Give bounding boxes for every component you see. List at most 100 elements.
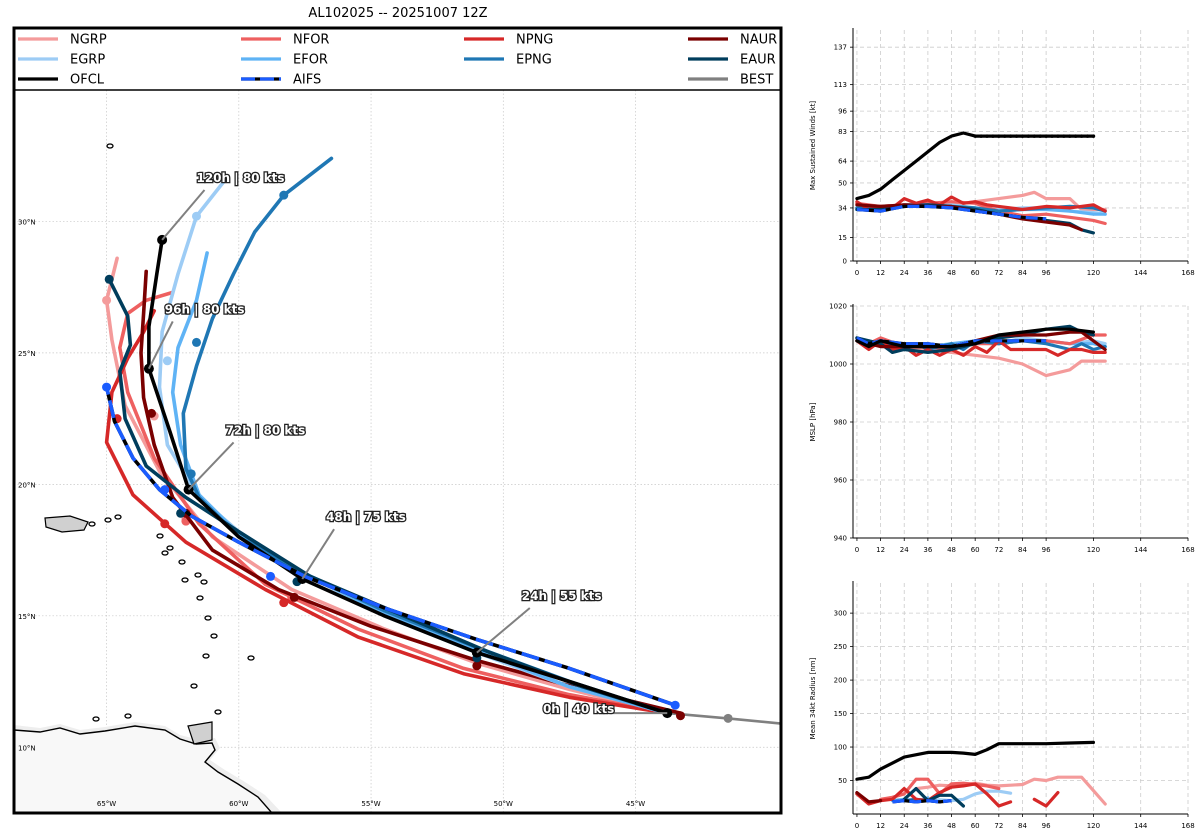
annotation-label: 0h | 40 kts (543, 702, 614, 716)
track-point-aifs (670, 700, 680, 710)
annotation-label: 120h | 80 kts (196, 171, 284, 185)
track-point-eaur (104, 274, 114, 284)
series-ofcl-dot (1050, 134, 1054, 138)
track-point-naur (675, 711, 685, 721)
trinidad-island (187, 721, 213, 745)
y-tick-label: 34 (838, 204, 847, 212)
x-tick-label: 144 (1134, 269, 1148, 277)
series-ofcl-dot (1056, 134, 1060, 138)
small-island (106, 143, 114, 149)
x-tick-label: 0 (855, 546, 859, 554)
series-ofcl-dot (997, 134, 1001, 138)
track-point-naur (472, 661, 482, 671)
x-tick-label: 168 (1181, 269, 1194, 277)
x-tick-label: 12 (876, 269, 885, 277)
legend-label-ofcl: OFCL (70, 73, 105, 88)
x-tick-label: 96 (1042, 546, 1051, 554)
x-tick-label: 60 (971, 269, 980, 277)
y-tick-label: 1020 (829, 303, 847, 311)
series-ofcl-dot (1073, 134, 1078, 138)
map-lat-tick-label: 15°N (18, 613, 36, 621)
annotation-leader (161, 189, 206, 241)
series-eaur (902, 786, 966, 808)
series-ofcl-dot (1085, 134, 1090, 138)
series-ofcl-dot (1026, 134, 1031, 138)
y-tick-label: 137 (834, 44, 847, 52)
track-point-best (723, 713, 733, 723)
map-lon-tick-label: 50°W (494, 800, 513, 808)
track-eaur (107, 277, 670, 715)
y-tick-label: 15 (838, 234, 847, 242)
series-ofcl-dot (1038, 134, 1043, 138)
x-tick-label: 24 (900, 269, 909, 277)
small-island (166, 545, 174, 551)
track-point-aifs (160, 485, 170, 495)
x-tick-label: 84 (1018, 269, 1027, 277)
x-tick-label: 96 (1042, 269, 1051, 277)
puerto-rico-island (44, 515, 89, 533)
series-aifs (892, 798, 952, 804)
map-lon-tick-label: 60°W (229, 800, 248, 808)
x-tick-label: 72 (994, 546, 1003, 554)
small-island (92, 716, 100, 722)
small-island (214, 709, 222, 715)
y-tick-label: 100 (834, 744, 847, 752)
series-ofcl (855, 327, 1096, 349)
y-tick-label: 0 (843, 258, 847, 266)
map-lat-tick-label: 30°N (18, 218, 36, 226)
map-lon-tick-label: 65°W (97, 800, 116, 808)
track-point-naur (147, 408, 157, 418)
x-tick-label: 84 (1018, 546, 1027, 554)
legend-frame (13, 27, 782, 91)
series-ofcl-dot (1079, 134, 1084, 138)
y-axis-label: Max Sustained Winds [kt] (809, 101, 817, 191)
map-lat-tick-label: 25°N (18, 350, 36, 358)
legend-label-ngrp: NGRP (70, 33, 107, 48)
track-point-naur (289, 592, 299, 602)
track-point-ngrp (102, 295, 112, 305)
x-tick-label: 60 (971, 822, 980, 830)
series-npng (1032, 790, 1060, 808)
series-ofcl-dot (991, 134, 995, 138)
series-aifs (856, 204, 1047, 221)
small-island (114, 514, 122, 520)
y-tick-label: 96 (838, 108, 847, 116)
small-island (88, 521, 96, 527)
x-tick-label: 120 (1087, 822, 1100, 830)
legend-label-epng: EPNG (516, 53, 552, 68)
y-tick-label: 250 (834, 643, 847, 651)
x-tick-label: 12 (876, 822, 885, 830)
series-ofcl-dot (1002, 134, 1007, 138)
small-island (161, 550, 169, 556)
series-npng (855, 339, 1107, 357)
map-lat-tick-label: 20°N (18, 481, 36, 489)
x-tick-label: 24 (900, 822, 909, 830)
small-island (247, 655, 255, 661)
y-tick-label: 50 (838, 179, 847, 187)
series-ofcl (855, 740, 1096, 781)
series-ofcl-dot (1032, 134, 1037, 138)
series-ofcl-dot (1067, 134, 1072, 138)
map-lon-tick-label: 45°W (626, 800, 645, 808)
map-frame (12, 26, 783, 815)
y-tick-label: 960 (834, 477, 847, 485)
series-ofcl-dot (1062, 134, 1066, 138)
y-tick-label: 113 (834, 81, 847, 89)
y-tick-label: 980 (834, 419, 847, 427)
series-ofcl-dot (1020, 134, 1025, 138)
small-island (210, 633, 218, 639)
track-npng (104, 308, 670, 715)
y-axis-label: MSLP [hPa] (809, 402, 817, 441)
annotation-label: 96h | 80 kts (165, 302, 245, 316)
track-map: 0h | 40 kts 24h | 55 kts 48h | 75 kts 72h |… (12, 26, 783, 815)
x-tick-label: 12 (876, 546, 885, 554)
series-ofcl-dot (979, 134, 983, 138)
radius-panel: 0 12 24 36 48 60 72 84 96 120 144 168 50 100 150 200 250… (809, 581, 1195, 830)
legend-label-aifs: AIFS (293, 73, 321, 88)
y-tick-label: 64 (838, 158, 847, 166)
small-island (200, 579, 208, 585)
legend-label-naur: NAUR (740, 33, 777, 48)
series-ofcl-dot (1008, 134, 1013, 138)
small-island (196, 595, 204, 601)
map-background (14, 90, 781, 813)
